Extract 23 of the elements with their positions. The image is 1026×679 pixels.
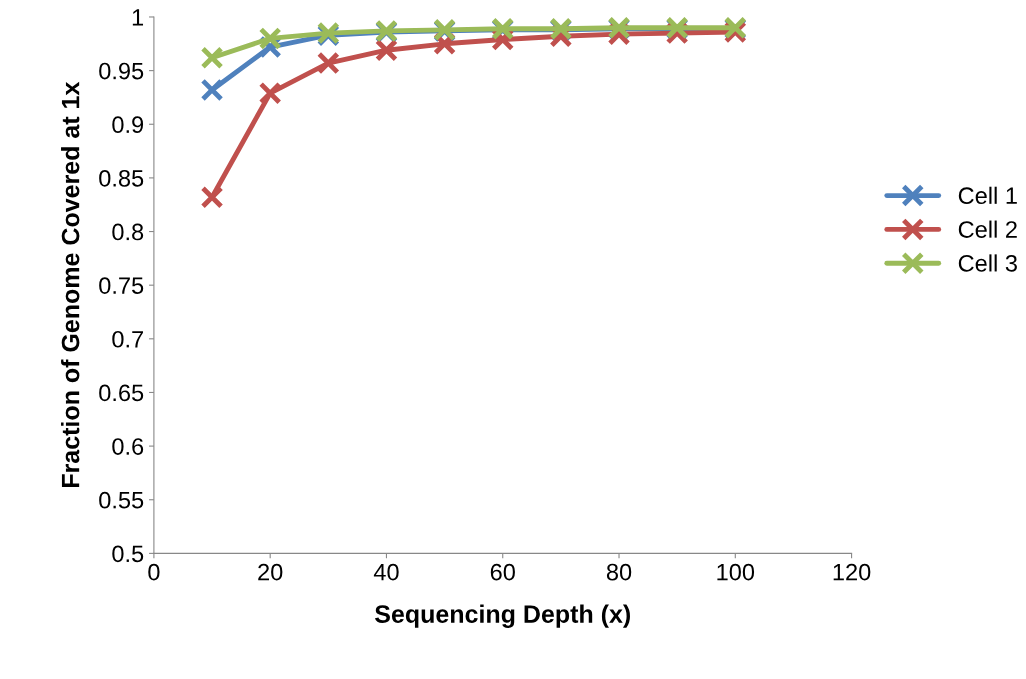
legend-label: Cell 3 [958,254,1017,272]
x-axis-title: Sequencing Depth (x) [374,604,630,628]
y-tick-label: 0.65 [99,384,144,402]
y-tick-label: 1 [132,9,144,26]
y-tick-label: 0.6 [112,438,144,455]
y-tick-label: 0.75 [99,277,144,294]
legend-label: Cell 2 [958,220,1017,238]
x-tick-label: 100 [717,563,755,581]
legend-label: Cell 1 [958,186,1017,205]
x-tick-label: 120 [833,563,871,581]
y-axis-title: Fraction of Genome Covered at 1x [61,81,80,488]
x-tick-label: 60 [490,563,515,581]
x-tick-label: 40 [373,563,399,581]
y-tick-label: 0.95 [99,62,144,80]
y-tick-label: 0.5 [112,545,144,563]
y-tick-label: 0.9 [112,116,144,134]
y-tick-label: 0.7 [112,330,143,348]
y-tick-label: 0.85 [99,169,144,187]
y-tick-label: 0.55 [99,491,144,509]
y-tick-label: 0.8 [112,223,144,241]
x-tick-label: 0 [148,563,160,581]
x-tick-label: 80 [606,563,632,581]
x-tick-label: 20 [258,563,283,581]
